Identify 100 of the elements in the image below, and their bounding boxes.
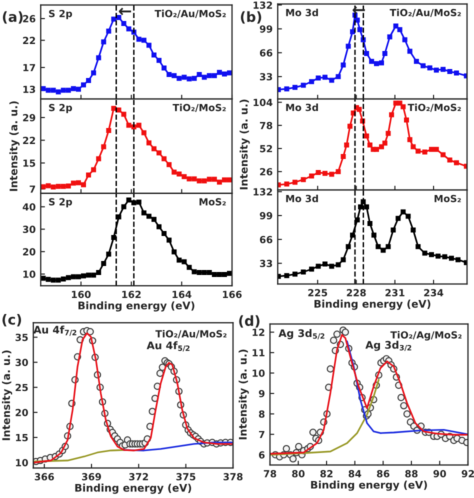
- point: [364, 134, 370, 139]
- annotation: MoS₂: [200, 198, 226, 206]
- point: [414, 58, 419, 64]
- y-axis-title: Intensity (a. u.): [9, 101, 20, 191]
- y-tick-label: 29: [23, 114, 36, 122]
- point: [146, 140, 152, 146]
- point: [400, 209, 406, 214]
- point: [192, 76, 197, 81]
- point: [182, 74, 187, 80]
- point: [126, 26, 132, 32]
- point: [56, 184, 61, 189]
- point: [216, 180, 222, 185]
- point: [81, 273, 86, 278]
- point: [176, 258, 182, 263]
- point: [141, 38, 146, 43]
- point: [300, 177, 306, 182]
- point: [101, 261, 106, 266]
- y-tick-label: 26: [260, 168, 272, 176]
- point: [336, 74, 341, 80]
- point: [350, 232, 356, 238]
- point: [101, 144, 106, 150]
- point: [346, 44, 351, 49]
- x-tick-label: 90: [433, 470, 446, 478]
- point: [60, 88, 66, 93]
- point: [146, 42, 152, 48]
- point: [382, 50, 388, 56]
- point: [316, 264, 321, 269]
- x-tick-label: 160: [72, 290, 91, 298]
- x-tick-label: 378: [224, 473, 243, 480]
- y-tick-label: 10: [252, 370, 265, 377]
- y-tick-label: 132: [254, 1, 272, 9]
- point: [106, 28, 112, 34]
- y-tick-label: 40: [22, 203, 36, 211]
- point: [402, 37, 408, 42]
- point: [192, 269, 197, 274]
- point: [111, 106, 116, 111]
- point: [309, 174, 314, 179]
- y-tick-label: 33: [260, 260, 272, 268]
- x-axis-title: Binding energy (eV): [78, 301, 194, 312]
- point: [96, 270, 102, 275]
- annotation: S 2p: [49, 104, 72, 114]
- point: [172, 249, 177, 254]
- annotation: Au 4f$_{5/2}$: [146, 341, 190, 352]
- x-tick-label: 88: [405, 470, 418, 478]
- point: [121, 112, 126, 117]
- y-axis-title: Intensity (a. u.): [238, 350, 249, 440]
- point: [404, 118, 410, 123]
- point: [367, 221, 372, 226]
- point: [121, 204, 126, 210]
- y-tick-label: 26: [23, 15, 36, 22]
- point: [186, 264, 192, 270]
- chart-title: (a): [2, 11, 23, 24]
- annotation: TiO₂/Au/MoS₂: [390, 8, 461, 18]
- point: [196, 178, 202, 184]
- point: [389, 112, 394, 118]
- point: [436, 254, 441, 259]
- annotation: Ag 3d$_{5/2}$: [278, 329, 324, 340]
- y-tick-label: 10: [16, 458, 28, 466]
- point: [329, 264, 334, 269]
- point: [406, 214, 411, 219]
- point: [434, 146, 439, 152]
- point: [186, 76, 192, 82]
- y-tick-label: 66: [260, 236, 272, 244]
- point: [182, 174, 187, 180]
- point: [50, 184, 56, 190]
- point: [448, 256, 454, 261]
- y-tick-label: 78: [260, 122, 272, 130]
- y-axis-title: Intensity (a. u.): [2, 350, 12, 440]
- point: [162, 230, 167, 236]
- point: [447, 158, 452, 163]
- point: [390, 228, 396, 233]
- y-tick-label: 99: [260, 212, 272, 220]
- x-tick-label: 375: [176, 473, 196, 480]
- point: [212, 176, 217, 182]
- y-tick-label: 30: [22, 226, 36, 234]
- point: [136, 200, 142, 205]
- point: [196, 270, 202, 275]
- y-tick-label: 17: [23, 64, 36, 72]
- point: [396, 216, 401, 221]
- point: [346, 244, 351, 250]
- annotation: TiO₂/Au/MoS₂: [154, 10, 226, 18]
- point: [141, 130, 146, 136]
- annotation: Ag 3d$_{3/2}$: [365, 340, 412, 352]
- point: [70, 180, 76, 186]
- point: [60, 276, 66, 282]
- point: [440, 152, 446, 158]
- annotation: Mo 3d: [286, 194, 318, 202]
- point: [292, 180, 298, 185]
- point: [111, 234, 116, 240]
- point: [206, 176, 212, 182]
- chart-title: (b): [240, 11, 262, 24]
- x-tick-label: 80: [292, 470, 305, 478]
- y-tick-label: 33: [260, 73, 272, 80]
- point: [166, 72, 172, 78]
- point: [322, 262, 328, 267]
- point: [86, 272, 92, 278]
- point: [382, 140, 388, 146]
- point: [364, 204, 370, 210]
- point: [81, 82, 86, 88]
- y-tick-label: 132: [254, 188, 272, 196]
